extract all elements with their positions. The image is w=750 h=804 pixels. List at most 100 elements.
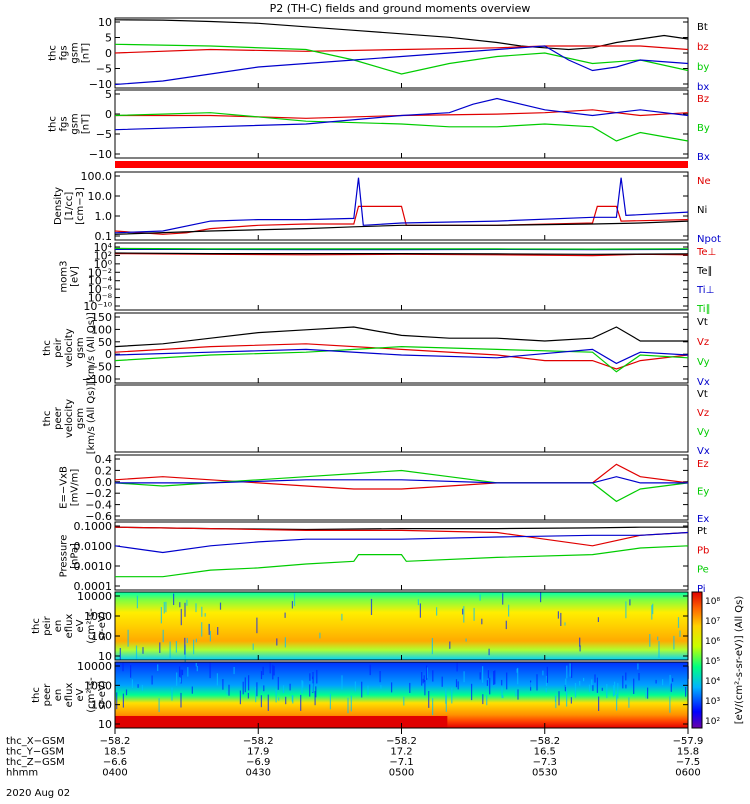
spectrogram-texture [196, 663, 197, 667]
y-axis-label-line: eV [75, 619, 86, 632]
y-tick-label: 5 [105, 32, 112, 45]
spectrogram-texture [217, 673, 218, 685]
series-line-Ne [115, 206, 688, 234]
spectrogram-texture [367, 686, 368, 695]
spectrogram-texture [261, 695, 262, 707]
spectrogram-texture [157, 664, 158, 671]
y-tick-label: −5 [96, 63, 112, 76]
spectrogram-texture [201, 607, 202, 617]
spectrogram-texture [263, 667, 264, 675]
y-tick-label: 0 [105, 108, 112, 121]
plot-title: P2 (TH-C) fields and ground moments over… [270, 2, 531, 15]
spectrogram-texture [255, 687, 256, 702]
spectrogram-texture [152, 676, 153, 685]
spectrogram-texture [575, 683, 576, 698]
spectrogram-texture [136, 646, 137, 660]
x-row-value: 15.8 [677, 747, 699, 758]
x-row-value: −7.5 [676, 757, 700, 768]
spectrogram-texture [502, 593, 503, 604]
y-axis-label-line: Pressure [59, 535, 70, 578]
panel-frame [115, 385, 688, 452]
spectrogram-texture [300, 695, 301, 711]
spectrogram-texture [228, 685, 229, 696]
y-axis-label-line: gsm [75, 408, 86, 429]
legend-entry: Vt [697, 389, 708, 400]
x-row-value: 17.9 [247, 747, 269, 758]
spectrogram-texture [355, 682, 356, 692]
spectrogram-texture [409, 683, 410, 693]
y-tick-label: 10.0 [88, 190, 113, 203]
y-tick-label: 50 [98, 336, 112, 349]
colorbar-tick-label: 10⁵ [705, 657, 720, 667]
y-axis-label-line: thc [48, 45, 59, 61]
y-axis-label-line: gsm [70, 42, 81, 63]
spectrogram-texture [614, 682, 615, 695]
legend-entry: Pt [697, 526, 707, 537]
series-line-bx [115, 46, 688, 85]
y-axis-label-line: thc [31, 687, 42, 703]
spectrogram-texture [130, 665, 131, 678]
y-axis-label-line: gsm [70, 113, 81, 134]
spectrogram-texture [347, 698, 348, 713]
y-axis-label-line: Density [53, 187, 64, 225]
series-line-Pe [115, 546, 688, 577]
spectrogram-texture [442, 677, 443, 687]
spectrogram-texture [278, 677, 279, 690]
spectrogram-texture [116, 692, 117, 709]
spectrogram-texture [547, 667, 548, 683]
spectrogram-texture [180, 678, 181, 683]
spectrogram-texture [217, 627, 218, 635]
legend-entry: Npot [697, 234, 721, 245]
spectrogram-texture [283, 685, 284, 693]
spectrogram-texture [628, 697, 629, 708]
x-row-value: −58.2 [386, 736, 417, 747]
separator-bar [115, 161, 688, 168]
y-axis-label-line: peir [53, 337, 64, 357]
spectrogram-texture [633, 679, 634, 694]
spectrogram-texture [432, 638, 433, 654]
series-line-Bt [115, 20, 688, 50]
spectrogram-texture [480, 595, 481, 601]
panel-3: 100.010.01.00.1Density[1/cc][cm−3]NeNiNp… [53, 170, 721, 245]
x-row-value: 0430 [246, 768, 271, 779]
spectrogram-texture [493, 671, 494, 685]
spectrogram-texture [506, 673, 507, 690]
legend-entry: Te∥ [696, 266, 713, 277]
spectrogram-texture [187, 667, 188, 677]
y-axis-label-line: [nT] [81, 43, 92, 63]
y-axis-label-line: thc [42, 340, 53, 356]
spectrogram-texture [210, 663, 211, 678]
spectrogram-texture [351, 696, 352, 712]
spectrogram-texture [179, 602, 180, 607]
spectrogram-texture [292, 601, 293, 608]
spectrogram-texture [312, 672, 313, 683]
y-tick-label: −10 [89, 148, 112, 161]
spectrogram-texture [240, 691, 241, 705]
spectrogram-texture [122, 663, 123, 671]
legend-entry: Ti∥ [696, 304, 711, 315]
y-axis-label-line: [nT] [81, 114, 92, 134]
spectrogram-texture [602, 688, 603, 691]
legend-entry: Bx [697, 152, 710, 163]
spectrogram-texture [592, 685, 593, 691]
spectrogram-texture [617, 683, 618, 698]
spectrogram-texture [209, 624, 210, 635]
colorbar-label: [eV/(cm²-s-sr-eV)] (All Qs) [734, 596, 745, 725]
y-axis-label-line: [eV] [70, 266, 81, 287]
spectrogram-ion [115, 592, 688, 660]
y-tick-label: 10 [98, 16, 112, 29]
x-row-value: 0530 [532, 768, 557, 779]
spectrogram-texture [597, 678, 598, 693]
series-line-Pb [115, 527, 688, 546]
legend-entry: Ex [697, 514, 709, 525]
spectrogram-texture [579, 681, 580, 686]
spectrogram-texture [173, 594, 174, 605]
spectrogram-texture [261, 671, 262, 679]
y-axis-label-line: (cm²-s- [86, 608, 97, 644]
legend-entry: Pe [697, 565, 709, 576]
x-axis-block: thc_X−GSM−58.2−58.2−58.2−58.2−57.9thc_Y−… [6, 728, 703, 779]
spectrogram-texture [205, 613, 206, 617]
spectrogram-texture [474, 608, 475, 621]
